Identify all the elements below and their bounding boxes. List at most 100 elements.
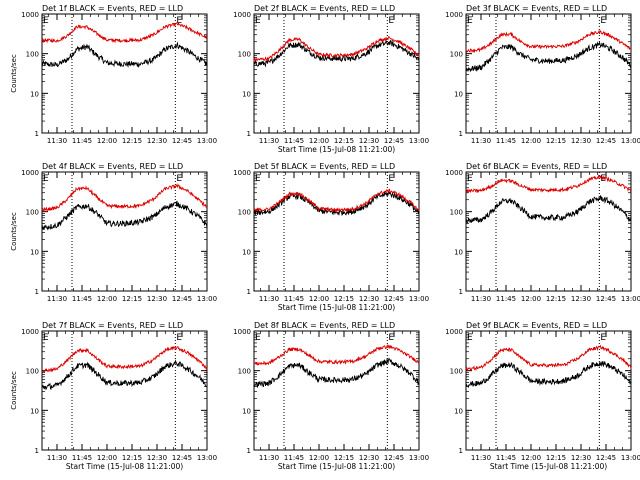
x-tick-label: 12:00 [97,454,117,462]
x-tick-label: 12:15 [546,137,566,145]
x-tick-label: 11:30 [259,454,279,462]
x-axis-label: Start Time (15-Jul-08 11:21:00) [490,462,607,471]
x-axis-label: Start Time (15-Jul-08 11:21:00) [278,303,395,312]
chart-panel-9: Det 9f BLACK = Events, RED = LLD 1 10 100 10… [445,321,640,471]
series-line-lld [253,188,420,213]
x-tick-label: 12:15 [122,454,142,462]
series-line-events [253,191,420,216]
x-tick-label: 13:00 [409,454,429,462]
y-tick-label: 100 [450,368,463,376]
series-line-events [41,200,208,231]
chart-panel-4: Det 4f BLACK = Events, RED = LLD 1 10 100 10… [10,162,217,303]
chart-title: Det 4f BLACK = Events, RED = LLD [42,162,183,171]
y-tick-label: 1000 [21,11,39,19]
x-tick-label: 11:45 [496,137,516,145]
x-tick-label: 12:30 [147,454,167,462]
corner-label: E [467,16,473,26]
x-tick-label: 13:00 [409,295,429,303]
x-tick-label: 12:45 [384,295,404,303]
corner-label: E [43,16,49,26]
x-tick-label: 12:00 [521,454,541,462]
x-tick-label: 11:30 [47,137,67,145]
series-line-events [253,39,420,68]
time-marker-label: E [600,16,606,26]
y-tick-label: 100 [26,51,39,59]
x-tick-label: 11:45 [284,137,304,145]
time-marker-label: E [388,16,394,26]
x-tick-label: 11:30 [471,454,491,462]
plot-frame [253,13,420,134]
x-tick-label: 12:30 [571,454,591,462]
y-tick-label: 10 [242,90,251,98]
y-tick-label: 1 [35,130,39,138]
corner-label: E [255,333,261,343]
x-tick-label: 12:15 [334,454,354,462]
x-tick-label: 13:00 [621,295,640,303]
x-tick-label: 12:15 [334,137,354,145]
chart-title: Det 7f BLACK = Events, RED = LLD [42,321,183,330]
y-tick-label: 10 [30,407,39,415]
chart-title: Det 8f BLACK = Events, RED = LLD [254,321,395,330]
chart-panel-6: Det 6f BLACK = Events, RED = LLD 1 10 100 10… [445,162,640,303]
y-axis-label: Counts/sec [10,371,18,410]
y-tick-label: 1000 [21,169,39,177]
y-tick-label: 100 [238,51,251,59]
chart-panel-1: Det 1f BLACK = Events, RED = LLD 1 10 100 10… [10,4,217,145]
x-tick-label: 13:00 [621,454,640,462]
plot-frame [465,330,632,451]
x-tick-label: 12:30 [147,137,167,145]
y-tick-label: 1000 [445,11,463,19]
x-tick-label: 12:45 [596,454,616,462]
corner-label: E [255,174,261,184]
plot-frame [465,13,632,134]
x-tick-label: 11:45 [72,137,92,145]
series-line-events [253,357,420,389]
y-tick-label: 1 [35,447,39,455]
x-tick-label: 11:45 [72,295,92,303]
x-tick-label: 11:30 [471,295,491,303]
y-tick-label: 10 [242,407,251,415]
y-tick-label: 10 [242,248,251,256]
y-tick-label: 1000 [21,328,39,336]
corner-label: E [467,174,473,184]
y-tick-label: 100 [26,368,39,376]
time-marker-label: E [600,333,606,343]
x-tick-label: 11:45 [496,295,516,303]
x-tick-label: 13:00 [197,295,217,303]
x-tick-label: 11:45 [284,454,304,462]
x-tick-label: 12:15 [122,137,142,145]
x-tick-label: 13:00 [197,454,217,462]
x-tick-label: 12:45 [596,295,616,303]
plot-frame [41,171,208,292]
x-tick-label: 12:00 [521,137,541,145]
x-tick-label: 12:45 [384,137,404,145]
y-tick-label: 10 [30,90,39,98]
corner-label: E [255,16,261,26]
time-marker-label: E [176,333,182,343]
chart-title: Det 9f BLACK = Events, RED = LLD [466,321,607,330]
series-line-events [41,359,208,391]
y-tick-label: 1000 [445,169,463,177]
y-tick-label: 1 [35,288,39,296]
y-tick-label: 1 [459,288,463,296]
x-tick-label: 11:45 [284,295,304,303]
x-tick-label: 11:30 [47,295,67,303]
x-tick-label: 12:00 [309,454,329,462]
y-tick-label: 10 [30,248,39,256]
y-tick-label: 1 [247,130,251,138]
x-tick-label: 12:15 [546,454,566,462]
x-axis-label: Start Time (15-Jul-08 11:21:00) [278,462,395,471]
x-tick-label: 12:30 [359,137,379,145]
y-tick-label: 1 [247,447,251,455]
y-tick-label: 1 [247,288,251,296]
plot-frame [253,330,420,451]
chart-panel-8: Det 8f BLACK = Events, RED = LLD 1 10 100 10… [233,321,429,471]
x-tick-label: 12:15 [122,295,142,303]
series-line-lld [465,174,632,194]
y-tick-label: 1000 [445,328,463,336]
series-line-lld [41,21,208,44]
chart-title: Det 1f BLACK = Events, RED = LLD [42,4,183,13]
y-axis-label: Counts/sec [10,212,18,251]
x-tick-label: 12:30 [359,454,379,462]
